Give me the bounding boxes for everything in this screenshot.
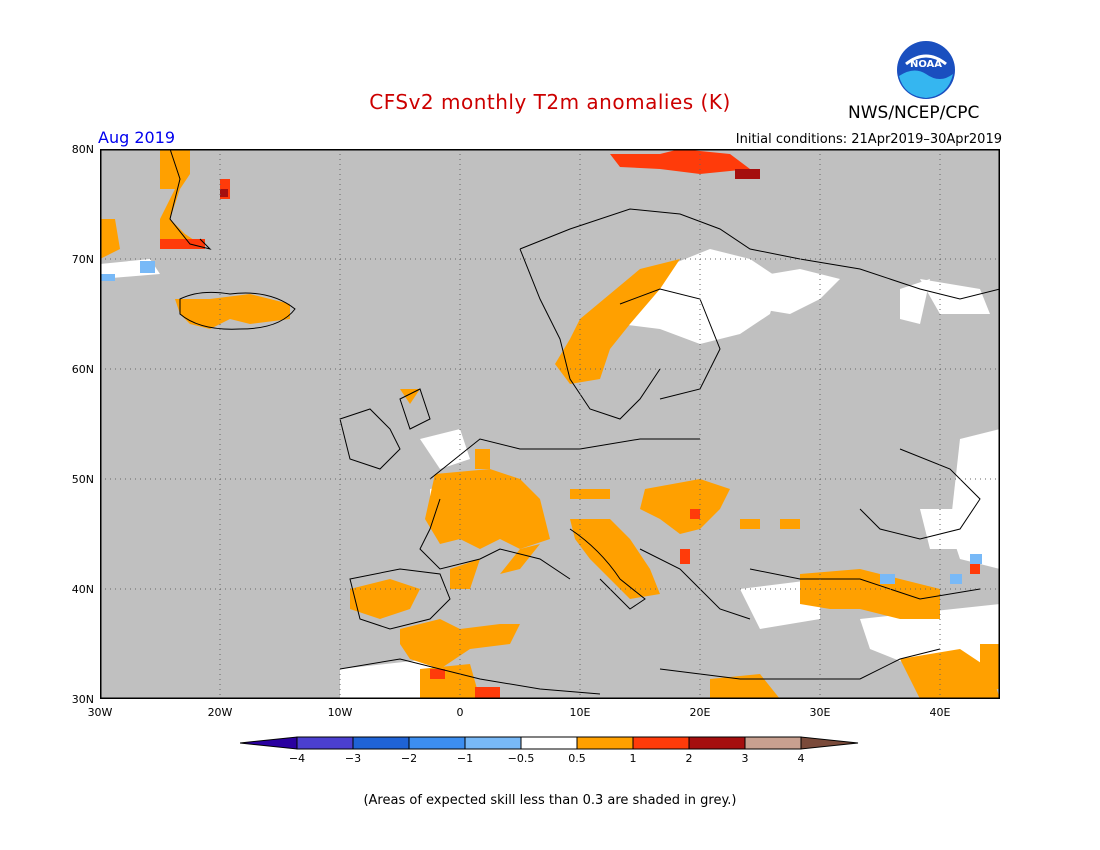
colorbar-swatch <box>352 736 410 750</box>
warm-anomaly-areas <box>100 149 1000 699</box>
noaa-logo: NOAA <box>897 41 955 99</box>
colorbar-label: 2 <box>685 752 693 765</box>
lon-label-30w: 30W <box>87 706 113 719</box>
lat-label-50n: 50N <box>71 473 94 486</box>
colorbar-swatch <box>520 736 578 750</box>
lon-label-10e: 10E <box>569 706 591 719</box>
coastlines <box>169 149 1000 695</box>
lon-label-20w: 20W <box>207 706 233 719</box>
colorbar-label: −4 <box>288 752 306 765</box>
lat-label-30n: 30N <box>71 693 94 706</box>
colorbar-swatch <box>408 736 466 750</box>
colorbar-label: −1 <box>456 752 474 765</box>
colorbar-label: 3 <box>741 752 749 765</box>
very-strong-warm-areas <box>220 169 760 197</box>
graticule <box>100 149 1000 699</box>
lon-label-40e: 40E <box>929 706 951 719</box>
strong-warm-areas <box>160 149 980 699</box>
colorbar-label: 1 <box>629 752 637 765</box>
lon-label-30e: 30E <box>809 706 831 719</box>
map-title: CFSv2 monthly T2m anomalies (K) <box>369 90 731 114</box>
cool-anomaly-areas <box>100 261 982 584</box>
colorbar-label: −3 <box>344 752 362 765</box>
agency-label: NWS/NCEP/CPC <box>848 103 980 123</box>
colorbar-swatch <box>688 736 746 750</box>
colorbar-label: −2 <box>400 752 418 765</box>
anomaly-map <box>100 149 1000 699</box>
colorbar-swatch <box>296 736 354 750</box>
logo-text: NOAA <box>910 59 942 70</box>
colorbar-label: −0.5 <box>507 752 535 765</box>
lon-label-0: 0 <box>456 706 464 719</box>
lat-label-80n: 80N <box>71 143 94 156</box>
lat-label-40n: 40N <box>71 583 94 596</box>
colorbar-arrow-high <box>800 736 859 750</box>
skill-footnote: (Areas of expected skill less than 0.3 a… <box>363 793 737 808</box>
lon-label-20e: 20E <box>689 706 711 719</box>
lat-label-70n: 70N <box>71 253 94 266</box>
colorbar-swatch <box>632 736 690 750</box>
colorbar-swatch <box>464 736 522 750</box>
colorbar-swatch <box>576 736 634 750</box>
colorbar-arrow-low <box>240 736 298 750</box>
colorbar <box>240 736 859 750</box>
colorbar-swatch <box>744 736 802 750</box>
lon-label-10w: 10W <box>327 706 353 719</box>
lat-label-60n: 60N <box>71 363 94 376</box>
colorbar-label: 0.5 <box>568 752 586 765</box>
initial-conditions: Initial conditions: 21Apr2019–30Apr2019 <box>735 132 1002 147</box>
forecast-month: Aug 2019 <box>98 128 176 147</box>
colorbar-label: 4 <box>797 752 805 765</box>
